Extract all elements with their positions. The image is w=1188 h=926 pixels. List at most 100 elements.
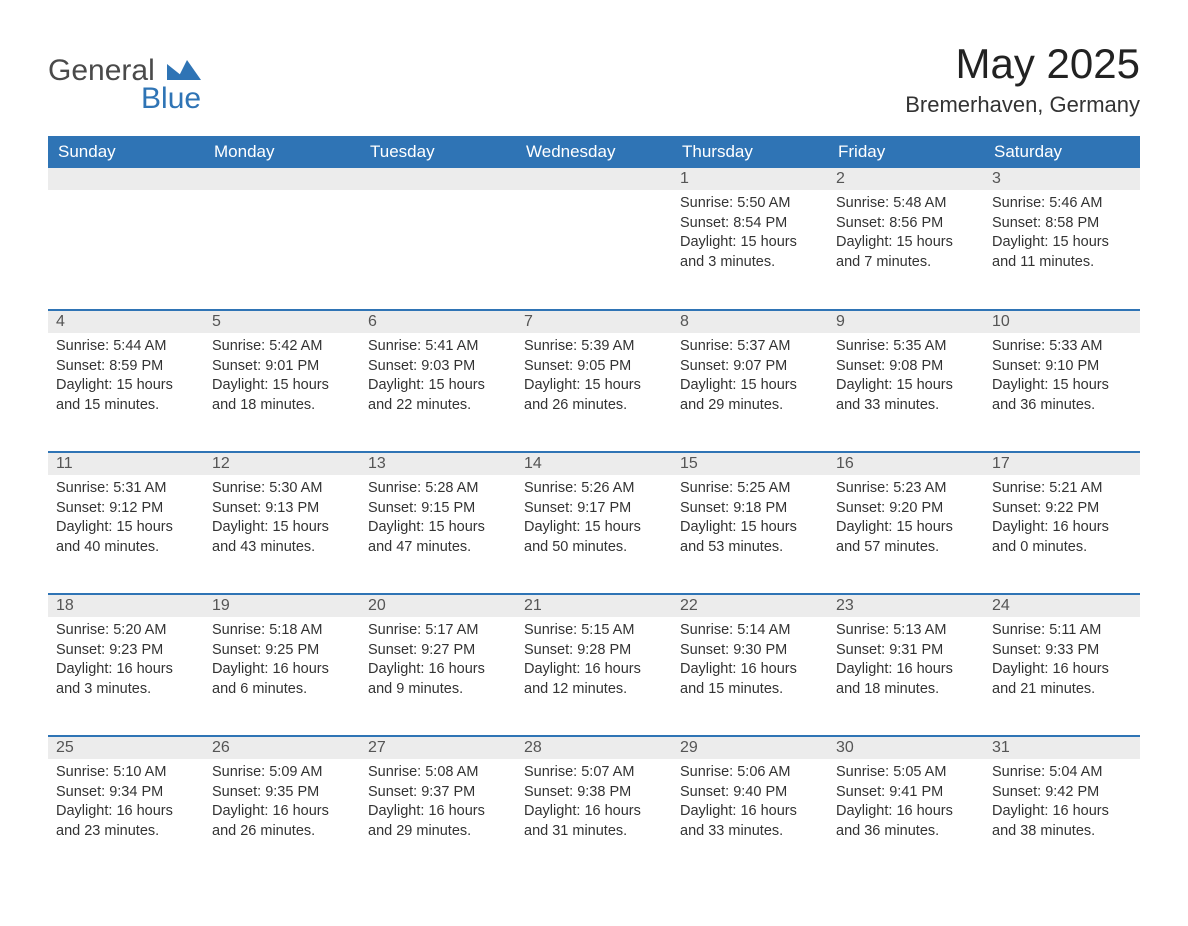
daylight-text: Daylight: 15 hours and 33 minutes.: [836, 376, 976, 415]
sunset-text: Sunset: 9:31 PM: [836, 641, 976, 661]
day-number: 9: [828, 311, 984, 333]
daylight-text: Daylight: 16 hours and 18 minutes.: [836, 660, 976, 699]
sunrise-text: Sunrise: 5:46 AM: [992, 194, 1132, 214]
day-number: 26: [204, 737, 360, 759]
week-row: 4Sunrise: 5:44 AMSunset: 8:59 PMDaylight…: [48, 310, 1140, 452]
day-cell: 10Sunrise: 5:33 AMSunset: 9:10 PMDayligh…: [984, 310, 1140, 452]
daylight-text: Daylight: 16 hours and 6 minutes.: [212, 660, 352, 699]
sunset-text: Sunset: 9:40 PM: [680, 783, 820, 803]
day-body: Sunrise: 5:23 AMSunset: 9:20 PMDaylight:…: [828, 475, 984, 565]
day-cell: [204, 168, 360, 310]
daylight-text: Daylight: 15 hours and 7 minutes.: [836, 233, 976, 272]
sunset-text: Sunset: 9:17 PM: [524, 499, 664, 519]
day-cell: 11Sunrise: 5:31 AMSunset: 9:12 PMDayligh…: [48, 452, 204, 594]
daylight-text: Daylight: 15 hours and 53 minutes.: [680, 518, 820, 557]
week-row: 25Sunrise: 5:10 AMSunset: 9:34 PMDayligh…: [48, 736, 1140, 878]
day-number-empty: [204, 168, 360, 190]
day-body: Sunrise: 5:14 AMSunset: 9:30 PMDaylight:…: [672, 617, 828, 707]
sunset-text: Sunset: 9:20 PM: [836, 499, 976, 519]
day-number: 15: [672, 453, 828, 475]
sunset-text: Sunset: 9:37 PM: [368, 783, 508, 803]
day-number: 29: [672, 737, 828, 759]
sunrise-text: Sunrise: 5:33 AM: [992, 337, 1132, 357]
day-body: Sunrise: 5:20 AMSunset: 9:23 PMDaylight:…: [48, 617, 204, 707]
sunrise-text: Sunrise: 5:05 AM: [836, 763, 976, 783]
day-number: 13: [360, 453, 516, 475]
day-body: Sunrise: 5:21 AMSunset: 9:22 PMDaylight:…: [984, 475, 1140, 565]
day-body: Sunrise: 5:50 AMSunset: 8:54 PMDaylight:…: [672, 190, 828, 280]
day-body: Sunrise: 5:15 AMSunset: 9:28 PMDaylight:…: [516, 617, 672, 707]
sunset-text: Sunset: 8:54 PM: [680, 214, 820, 234]
day-cell: 3Sunrise: 5:46 AMSunset: 8:58 PMDaylight…: [984, 168, 1140, 310]
week-row: 18Sunrise: 5:20 AMSunset: 9:23 PMDayligh…: [48, 594, 1140, 736]
sunset-text: Sunset: 9:18 PM: [680, 499, 820, 519]
day-cell: 19Sunrise: 5:18 AMSunset: 9:25 PMDayligh…: [204, 594, 360, 736]
page-title: May 2025: [905, 40, 1140, 88]
day-cell: 17Sunrise: 5:21 AMSunset: 9:22 PMDayligh…: [984, 452, 1140, 594]
day-number: 24: [984, 595, 1140, 617]
day-body: Sunrise: 5:10 AMSunset: 9:34 PMDaylight:…: [48, 759, 204, 849]
day-header-row: SundayMondayTuesdayWednesdayThursdayFrid…: [48, 136, 1140, 168]
daylight-text: Daylight: 15 hours and 15 minutes.: [56, 376, 196, 415]
sunrise-text: Sunrise: 5:42 AM: [212, 337, 352, 357]
logo-text: General Blue: [48, 56, 201, 114]
day-body: Sunrise: 5:18 AMSunset: 9:25 PMDaylight:…: [204, 617, 360, 707]
sunrise-text: Sunrise: 5:23 AM: [836, 479, 976, 499]
day-cell: 22Sunrise: 5:14 AMSunset: 9:30 PMDayligh…: [672, 594, 828, 736]
logo-word-general: General: [48, 54, 155, 87]
day-body: Sunrise: 5:39 AMSunset: 9:05 PMDaylight:…: [516, 333, 672, 423]
sunrise-text: Sunrise: 5:48 AM: [836, 194, 976, 214]
day-cell: 23Sunrise: 5:13 AMSunset: 9:31 PMDayligh…: [828, 594, 984, 736]
sunrise-text: Sunrise: 5:31 AM: [56, 479, 196, 499]
day-cell: 18Sunrise: 5:20 AMSunset: 9:23 PMDayligh…: [48, 594, 204, 736]
sunset-text: Sunset: 9:41 PM: [836, 783, 976, 803]
day-number: 30: [828, 737, 984, 759]
daylight-text: Daylight: 15 hours and 11 minutes.: [992, 233, 1132, 272]
day-number: 20: [360, 595, 516, 617]
day-body: Sunrise: 5:46 AMSunset: 8:58 PMDaylight:…: [984, 190, 1140, 280]
day-cell: 16Sunrise: 5:23 AMSunset: 9:20 PMDayligh…: [828, 452, 984, 594]
day-number: 6: [360, 311, 516, 333]
daylight-text: Daylight: 15 hours and 22 minutes.: [368, 376, 508, 415]
day-cell: [360, 168, 516, 310]
day-body: Sunrise: 5:44 AMSunset: 8:59 PMDaylight:…: [48, 333, 204, 423]
sunset-text: Sunset: 9:10 PM: [992, 357, 1132, 377]
sunset-text: Sunset: 9:35 PM: [212, 783, 352, 803]
day-cell: 20Sunrise: 5:17 AMSunset: 9:27 PMDayligh…: [360, 594, 516, 736]
location: Bremerhaven, Germany: [905, 92, 1140, 118]
day-body: Sunrise: 5:28 AMSunset: 9:15 PMDaylight:…: [360, 475, 516, 565]
sunset-text: Sunset: 9:34 PM: [56, 783, 196, 803]
day-body: Sunrise: 5:04 AMSunset: 9:42 PMDaylight:…: [984, 759, 1140, 849]
day-cell: 9Sunrise: 5:35 AMSunset: 9:08 PMDaylight…: [828, 310, 984, 452]
daylight-text: Daylight: 16 hours and 29 minutes.: [368, 802, 508, 841]
logo-mark-icon: [167, 58, 201, 80]
daylight-text: Daylight: 15 hours and 43 minutes.: [212, 518, 352, 557]
day-cell: 26Sunrise: 5:09 AMSunset: 9:35 PMDayligh…: [204, 736, 360, 878]
sunrise-text: Sunrise: 5:50 AM: [680, 194, 820, 214]
day-number: 19: [204, 595, 360, 617]
sunrise-text: Sunrise: 5:11 AM: [992, 621, 1132, 641]
day-body: Sunrise: 5:26 AMSunset: 9:17 PMDaylight:…: [516, 475, 672, 565]
day-number: 10: [984, 311, 1140, 333]
sunset-text: Sunset: 9:23 PM: [56, 641, 196, 661]
day-header: Wednesday: [516, 136, 672, 168]
day-number: 7: [516, 311, 672, 333]
sunset-text: Sunset: 9:22 PM: [992, 499, 1132, 519]
sunset-text: Sunset: 9:25 PM: [212, 641, 352, 661]
day-cell: 4Sunrise: 5:44 AMSunset: 8:59 PMDaylight…: [48, 310, 204, 452]
day-number-empty: [360, 168, 516, 190]
day-number: 12: [204, 453, 360, 475]
sunset-text: Sunset: 9:13 PM: [212, 499, 352, 519]
sunset-text: Sunset: 8:56 PM: [836, 214, 976, 234]
daylight-text: Daylight: 16 hours and 36 minutes.: [836, 802, 976, 841]
sunrise-text: Sunrise: 5:18 AM: [212, 621, 352, 641]
day-body: Sunrise: 5:30 AMSunset: 9:13 PMDaylight:…: [204, 475, 360, 565]
day-number: 31: [984, 737, 1140, 759]
sunrise-text: Sunrise: 5:30 AM: [212, 479, 352, 499]
day-cell: 28Sunrise: 5:07 AMSunset: 9:38 PMDayligh…: [516, 736, 672, 878]
day-number: 23: [828, 595, 984, 617]
sunset-text: Sunset: 9:15 PM: [368, 499, 508, 519]
day-body: Sunrise: 5:25 AMSunset: 9:18 PMDaylight:…: [672, 475, 828, 565]
calendar-body: 1Sunrise: 5:50 AMSunset: 8:54 PMDaylight…: [48, 168, 1140, 878]
daylight-text: Daylight: 16 hours and 38 minutes.: [992, 802, 1132, 841]
